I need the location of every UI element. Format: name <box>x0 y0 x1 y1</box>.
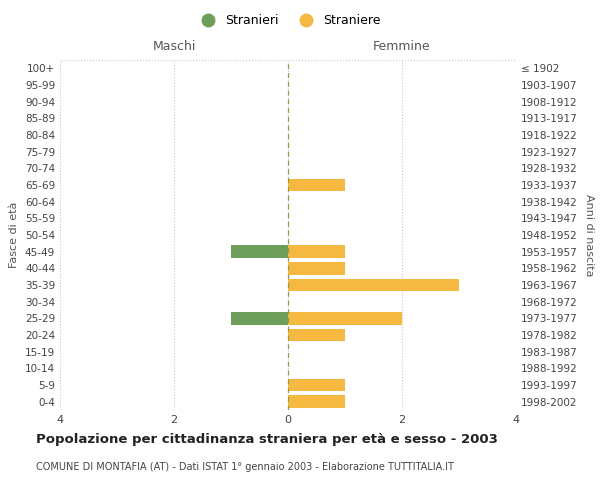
Bar <box>288 246 345 258</box>
Bar <box>288 279 459 291</box>
Bar <box>231 246 288 258</box>
Bar <box>288 179 345 191</box>
Text: COMUNE DI MONTAFIA (AT) - Dati ISTAT 1° gennaio 2003 - Elaborazione TUTTITALIA.I: COMUNE DI MONTAFIA (AT) - Dati ISTAT 1° … <box>36 462 454 472</box>
Text: Popolazione per cittadinanza straniera per età e sesso - 2003: Popolazione per cittadinanza straniera p… <box>36 432 498 446</box>
Bar <box>288 396 345 408</box>
Text: Femmine: Femmine <box>373 40 431 54</box>
Y-axis label: Fasce di età: Fasce di età <box>10 202 19 268</box>
Bar <box>288 312 402 324</box>
Legend: Stranieri, Straniere: Stranieri, Straniere <box>190 9 386 32</box>
Y-axis label: Anni di nascita: Anni di nascita <box>584 194 594 276</box>
Bar <box>288 262 345 274</box>
Bar <box>288 379 345 391</box>
Bar <box>231 312 288 324</box>
Text: Maschi: Maschi <box>152 40 196 54</box>
Bar <box>288 329 345 341</box>
